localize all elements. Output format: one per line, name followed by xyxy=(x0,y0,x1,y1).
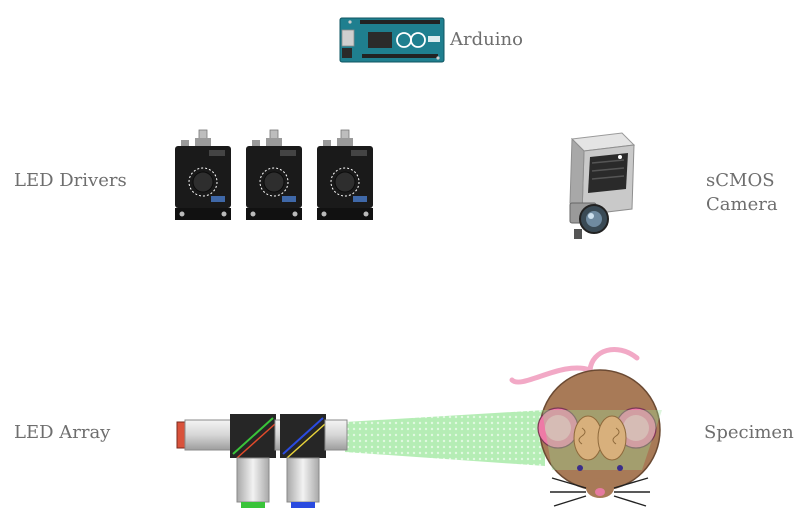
camera-label-line1: sCMOS xyxy=(706,170,775,191)
arduino-label: Arduino xyxy=(450,29,523,50)
scmos-camera-icon xyxy=(569,132,636,239)
led-array-label: LED Array xyxy=(14,422,111,443)
mouse-specimen-icon xyxy=(509,347,662,507)
led-driver-icon xyxy=(317,129,373,220)
led-array-icon xyxy=(176,414,348,508)
camera-label-line2: Camera xyxy=(706,194,778,215)
specimen-label: Specimen xyxy=(704,422,794,443)
led-driver-icon xyxy=(175,129,231,220)
led-driver-icon xyxy=(246,129,302,220)
light-beam xyxy=(345,410,545,466)
arduino-board-icon xyxy=(339,17,445,63)
led-drivers-label: LED Drivers xyxy=(14,170,127,191)
